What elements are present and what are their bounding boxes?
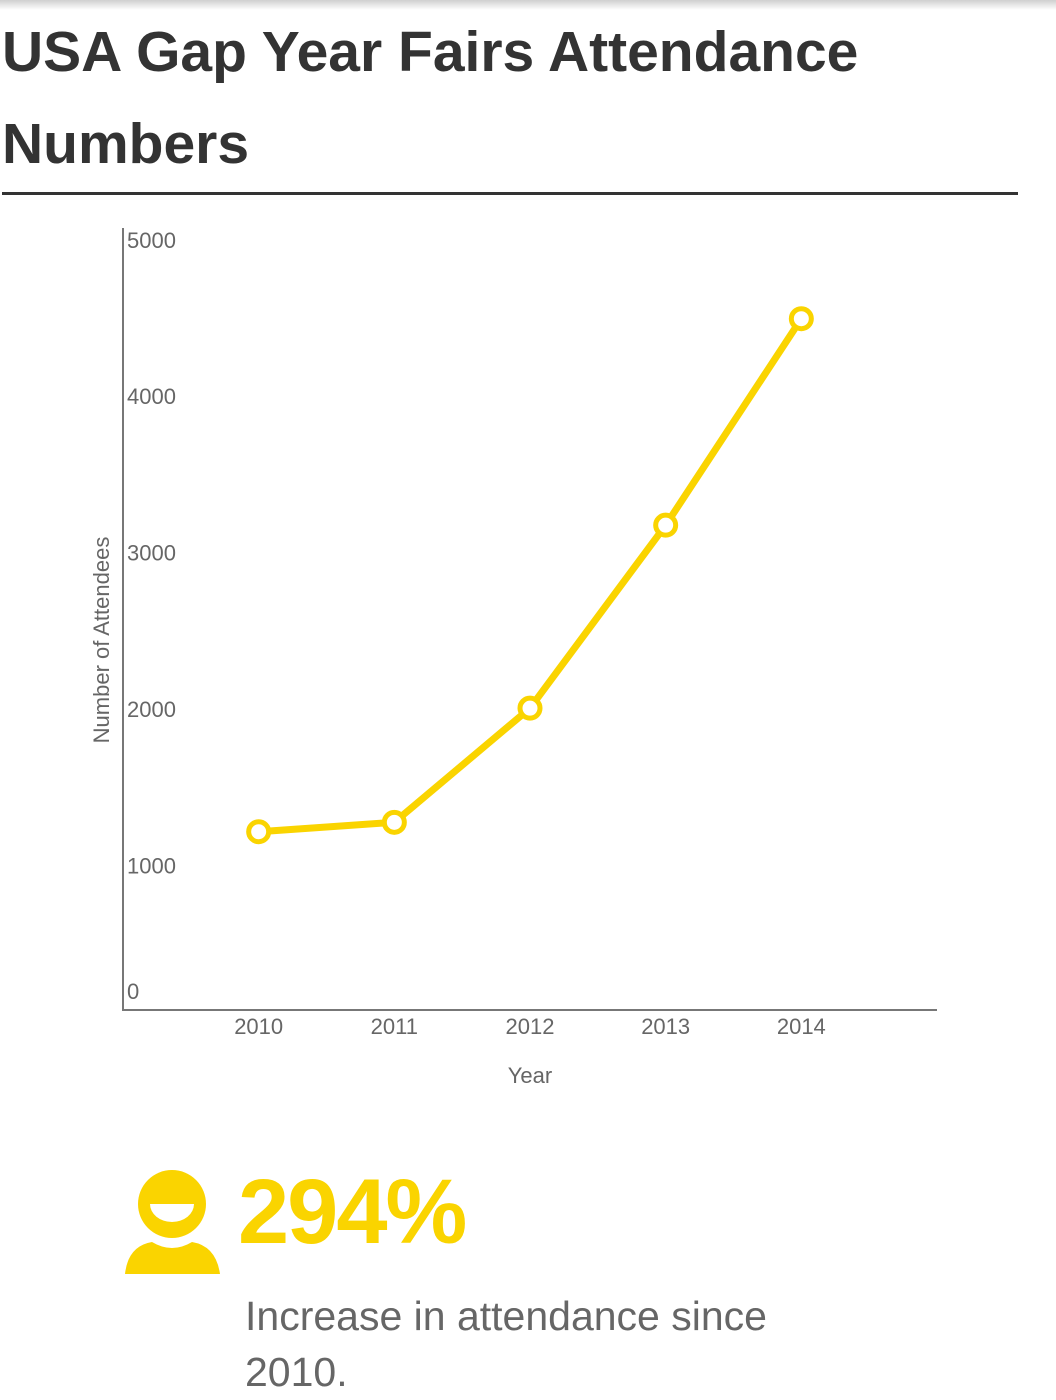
data-point [381,809,407,835]
y-tick-label: 4000 [127,384,176,409]
chart: Number of Attendees Year 0 1000 2000 3000 40… [89,228,937,1088]
person-icon [125,1170,220,1274]
x-tick-label: 2010 [234,1014,283,1039]
stat-caption: Increase in attendance since 2010. [245,1293,767,1395]
y-tick-label: 0 [127,979,139,1004]
data-point [517,695,543,721]
data-line [258,316,805,836]
stat-value: 294% [238,1161,467,1263]
x-axis-label: Year [508,1063,552,1088]
x-tick-label: 2014 [777,1014,826,1039]
y-tick-label: 5000 [127,228,176,253]
y-tick-label: 1000 [127,853,176,878]
page-title: USA Gap Year Fairs Attendance Numbers [2,6,1018,195]
x-tick-label: 2012 [506,1014,555,1039]
data-point [653,512,679,538]
data-point [246,819,272,845]
top-shadow [0,0,1056,10]
y-axis-label: Number of Attendees [89,537,114,744]
data-point [788,306,814,332]
x-tick-label: 2011 [371,1014,418,1039]
y-tick-label: 3000 [127,541,176,566]
x-tick-label: 2013 [641,1014,690,1039]
y-tick-label: 2000 [127,697,176,722]
